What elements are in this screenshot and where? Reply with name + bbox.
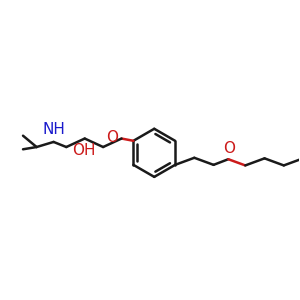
Text: OH: OH: [72, 143, 96, 158]
Text: NH: NH: [43, 122, 66, 137]
Text: O: O: [106, 130, 118, 145]
Text: O: O: [224, 141, 236, 156]
